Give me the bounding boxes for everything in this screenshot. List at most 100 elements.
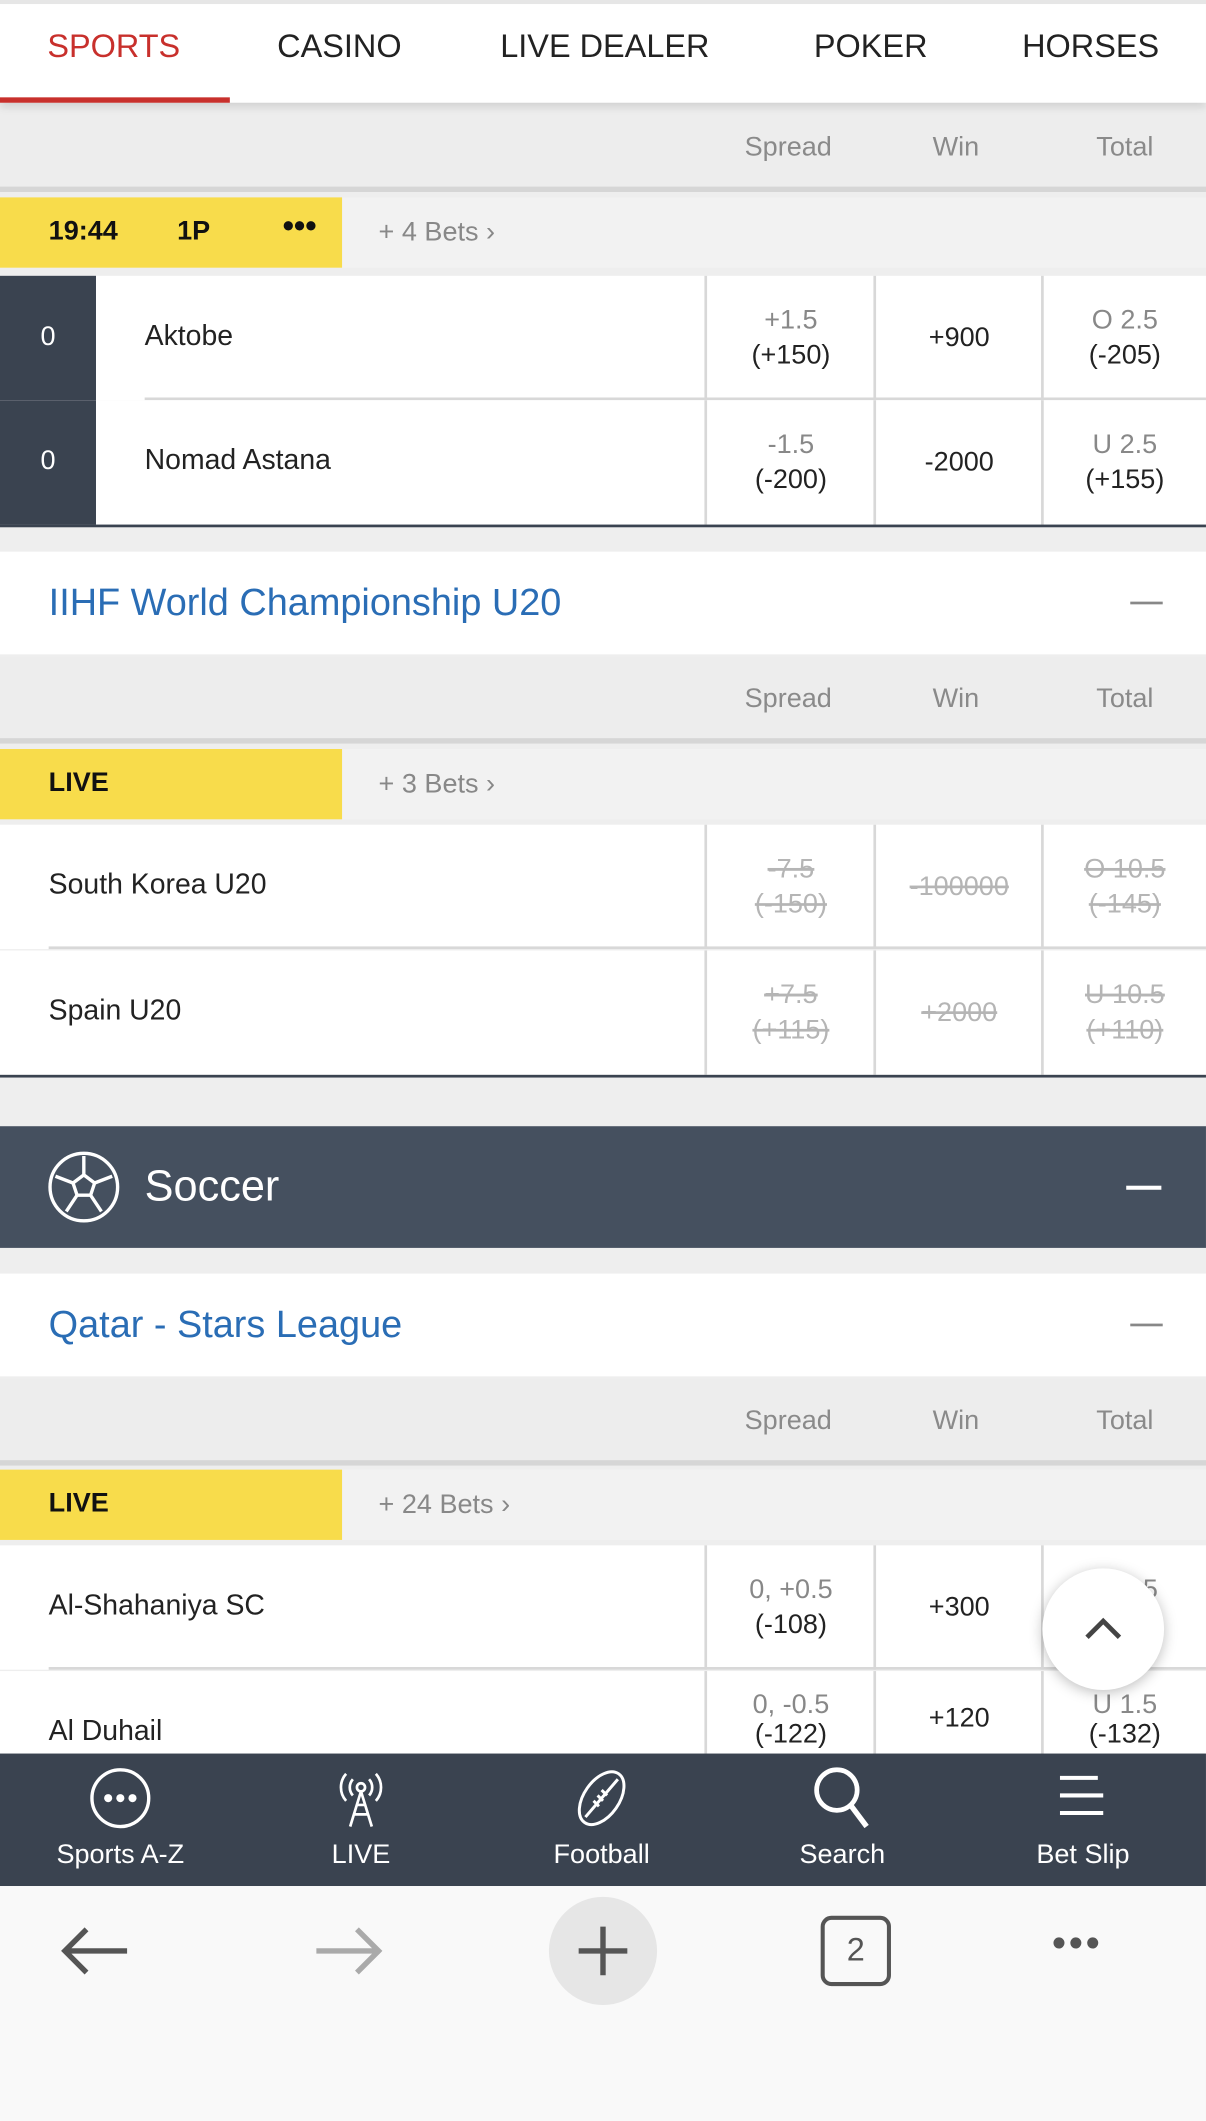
nav-football[interactable]: Football xyxy=(481,1754,722,1886)
total-odds-button[interactable]: U 1.5 (-132) xyxy=(1041,1671,1206,1796)
more-bets-link[interactable]: + 24 Bets › xyxy=(379,1490,511,1521)
column-header: Spread Win Total xyxy=(0,1379,1206,1466)
sport-name: Soccer xyxy=(144,1161,280,1211)
soccer-ball-icon xyxy=(48,1151,120,1223)
column-header: Spread Win Total xyxy=(0,105,1206,192)
forward-arrow-icon[interactable] xyxy=(314,1927,384,1976)
column-header: Spread Win Total xyxy=(0,657,1206,744)
collapse-icon[interactable] xyxy=(1126,1185,1162,1190)
nav-sports-a-z[interactable]: Sports A-Z xyxy=(0,1754,241,1886)
more-bets-label: + 24 Bets xyxy=(378,1489,494,1520)
league-header[interactable]: Qatar - Stars League xyxy=(0,1273,1206,1377)
nav-bet-slip[interactable]: Bet Slip xyxy=(963,1754,1204,1886)
plus-icon xyxy=(578,1926,628,1976)
team-name: Al-Shahaniya SC xyxy=(48,1589,265,1622)
tab-casino[interactable]: CASINO xyxy=(277,28,402,65)
football-icon xyxy=(577,1770,626,1827)
total-odds-button[interactable]: O 2.5 (-205) xyxy=(1041,275,1206,401)
divider xyxy=(0,524,1206,528)
team-name: Nomad Astana xyxy=(144,444,331,476)
league-name: Qatar - Stars League xyxy=(48,1303,403,1346)
win-odds-button[interactable]: +2000 xyxy=(873,950,1042,1075)
collapse-icon[interactable] xyxy=(1130,1323,1163,1327)
nav-live[interactable]: LIVE xyxy=(241,1754,482,1886)
collapse-icon[interactable] xyxy=(1130,601,1163,605)
match-status-bar: LIVE + 3 Bets › xyxy=(0,749,1206,820)
divider xyxy=(48,946,1206,950)
total-odds-button[interactable]: O 10.5 (-145) xyxy=(1041,824,1206,950)
col-spread: Spread xyxy=(744,1406,832,1436)
new-tab-button[interactable] xyxy=(548,1896,658,2006)
live-badge xyxy=(0,749,343,820)
nav-label: Search xyxy=(799,1840,886,1870)
spread-odds-button[interactable]: -7.5 (-150) xyxy=(704,824,874,950)
tab-horses[interactable]: HORSES xyxy=(1022,28,1160,65)
spread-odds-button[interactable]: +1.5 (+150) xyxy=(704,275,874,401)
team-score: 0 xyxy=(0,400,96,525)
team-name: Spain U20 xyxy=(48,995,182,1027)
team-name: South Korea U20 xyxy=(48,869,267,901)
back-arrow-icon[interactable] xyxy=(59,1927,129,1976)
spread-odds-button[interactable]: +7.5 (+115) xyxy=(704,950,874,1075)
spread-odds-button[interactable]: 0, +0.5 (-108) xyxy=(704,1545,874,1670)
nav-search[interactable]: Search xyxy=(722,1754,963,1886)
table-row: Spain U20 +7.5 (+115) +2000 U 10.5 (+110) xyxy=(0,950,1206,1075)
table-row: South Korea U20 -7.5 (-150) -100000 O 10.… xyxy=(0,824,1206,950)
spread-odds-button[interactable]: -1.5 (-200) xyxy=(704,400,874,525)
tabs-button[interactable]: 2 xyxy=(820,1915,891,1987)
sport-header-soccer[interactable]: Soccer xyxy=(0,1126,1206,1248)
team-name: Al Duhail xyxy=(48,1715,163,1747)
divider xyxy=(0,1074,1206,1078)
spread-odds-button[interactable]: 0, -0.5 (-122) xyxy=(704,1671,874,1796)
live-label: LIVE xyxy=(48,1488,109,1519)
tab-count: 2 xyxy=(846,1932,865,1969)
col-spread: Spread xyxy=(744,684,832,714)
win-odds-button[interactable]: +900 xyxy=(873,275,1042,401)
col-total: Total xyxy=(1096,132,1154,163)
search-icon xyxy=(814,1767,869,1829)
chevron-up-icon xyxy=(1085,1617,1122,1639)
total-odds-button[interactable]: U 2.5 (+155) xyxy=(1041,400,1206,525)
col-win: Win xyxy=(932,1406,980,1436)
tab-live-dealer[interactable]: LIVE DEALER xyxy=(500,28,710,65)
win-odds-button[interactable]: -2000 xyxy=(873,400,1042,525)
chevron-right-icon: › xyxy=(486,769,496,800)
nav-label: Football xyxy=(553,1840,650,1870)
ellipsis-icon[interactable]: ••• xyxy=(282,208,317,245)
top-nav: SPORTS CASINO LIVE DEALER POKER HORSES xyxy=(0,0,1206,103)
match-status-bar: LIVE + 24 Bets › xyxy=(0,1469,1206,1540)
match-status-bar: 19:44 1P ••• + 4 Bets › xyxy=(0,197,1206,268)
win-odds-button[interactable]: -100000 xyxy=(873,824,1042,950)
bottom-nav: Sports A-Z LIVE Football Search Bet Slip xyxy=(0,1753,1206,1887)
list-icon xyxy=(1059,1775,1104,1816)
tab-poker[interactable]: POKER xyxy=(813,28,928,65)
nav-label: LIVE xyxy=(331,1840,391,1870)
win-odds-button[interactable]: +300 xyxy=(873,1545,1042,1670)
team-score: 0 xyxy=(0,275,96,401)
more-bets-link[interactable]: + 4 Bets › xyxy=(379,218,496,249)
table-row: 0 Nomad Astana -1.5 (-200) -2000 U 2.5 (+1… xyxy=(0,400,1206,525)
antenna-icon xyxy=(339,1772,383,1827)
table-row: Al-Shahaniya SC 0, +0.5(-108) +300 O 1.5… xyxy=(0,1545,1206,1670)
team-name: Aktobe xyxy=(144,320,234,352)
tab-sports[interactable]: SPORTS xyxy=(47,28,181,65)
divider xyxy=(144,397,1206,401)
chevron-right-icon: › xyxy=(486,217,496,248)
scroll-to-top-button[interactable] xyxy=(1042,1568,1165,1690)
table-row: 0 Aktobe +1.5 (+150) +900 O 2.5 (-205) xyxy=(0,275,1206,401)
nav-label: Bet Slip xyxy=(1036,1840,1130,1870)
live-badge xyxy=(0,1469,343,1540)
more-bets-label: + 4 Bets xyxy=(378,217,479,248)
total-odds-button[interactable]: U 10.5 (+110) xyxy=(1041,950,1206,1075)
menu-dots-icon[interactable]: ••• xyxy=(1051,1921,1103,1966)
match-clock: 19:44 xyxy=(48,216,118,247)
col-total: Total xyxy=(1096,1406,1154,1436)
match-period: 1P xyxy=(177,216,211,247)
live-badge xyxy=(0,197,343,268)
win-odds-button[interactable]: +120 xyxy=(873,1671,1042,1796)
divider xyxy=(48,1667,1206,1670)
col-spread: Spread xyxy=(744,132,832,163)
live-label: LIVE xyxy=(48,767,109,798)
more-bets-link[interactable]: + 3 Bets › xyxy=(379,769,496,800)
league-header[interactable]: IIHF World Championship U20 xyxy=(0,551,1206,655)
